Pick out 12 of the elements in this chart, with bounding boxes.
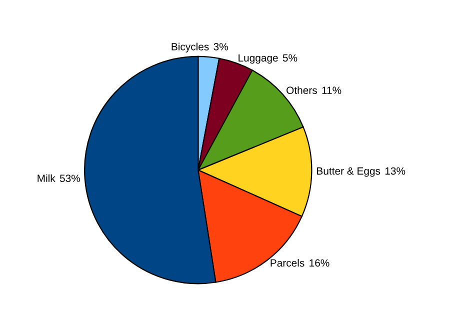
slice-label: Parcels (270, 259, 304, 267)
data-label: 13% (385, 167, 406, 175)
data-label: 5% (282, 54, 298, 62)
slice-label: Butter & Eggs (317, 167, 380, 177)
slice-label: Luggage (238, 54, 278, 64)
slice-label: Others (286, 86, 317, 94)
data-label: 16% (310, 259, 330, 267)
data-label: 3% (214, 43, 228, 50)
slice-label: Bicycles (172, 42, 209, 52)
data-label: 53% (60, 174, 80, 182)
slice-label: Milk (38, 174, 56, 182)
data-label: 11% (322, 86, 342, 94)
